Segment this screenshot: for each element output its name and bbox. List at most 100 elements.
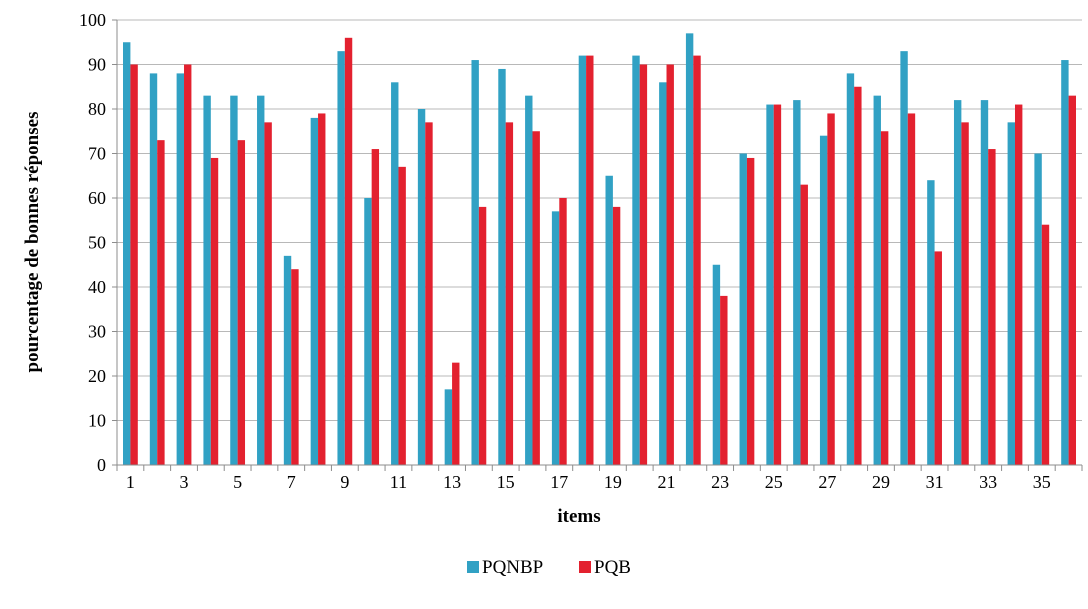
x-tick-label: 27: [818, 472, 836, 492]
x-tick-label: 15: [497, 472, 515, 492]
x-tick-label: 23: [711, 472, 729, 492]
bar-pqnbp-36: [1061, 60, 1069, 466]
bar-pqb-1: [130, 64, 138, 465]
y-tick-label: 60: [88, 188, 106, 208]
x-tick-label: 17: [550, 472, 568, 492]
legend-swatch-pqnbp: [467, 561, 479, 573]
legend: PQNBP PQB: [467, 557, 631, 578]
bar-pqnbp-15: [498, 68, 506, 465]
bar-pqb-16: [532, 131, 540, 465]
bar-pqnbp-1: [123, 42, 131, 465]
bar-pqnbp-22: [685, 33, 694, 465]
bar-pqb-32: [961, 122, 969, 465]
bar-pqnbp-19: [605, 175, 613, 465]
bar-pqb-11: [398, 166, 406, 465]
x-tick-label: 11: [390, 472, 407, 492]
bar-pqb-9: [344, 37, 353, 466]
x-tick-label: 21: [658, 472, 676, 492]
bar-pqnbp-25: [766, 104, 774, 466]
bar-pqnbp-12: [417, 109, 426, 465]
bar-pqnbp-13: [444, 389, 453, 465]
bar-pqb-35: [1041, 224, 1050, 465]
gridlines: [117, 19, 1082, 421]
bar-pqb-34: [1014, 104, 1023, 466]
bar-pqb-10: [371, 149, 380, 466]
x-tick-label: 25: [765, 472, 783, 492]
y-tick-label: 70: [88, 144, 106, 164]
y-tick-label: 30: [88, 322, 106, 342]
bar-pqnbp-7: [283, 255, 292, 465]
bar-pqb-20: [639, 64, 648, 465]
x-tick-label: 33: [979, 472, 997, 492]
axes: [112, 19, 1083, 471]
x-tick-label: 3: [180, 472, 189, 492]
bar-pqnbp-33: [980, 100, 989, 465]
bar-pqb-4: [210, 157, 219, 465]
bar-pqnbp-18: [578, 55, 587, 465]
x-tick-label: 31: [926, 472, 944, 492]
bar-pqb-7: [291, 269, 299, 465]
x-tick-label: 13: [443, 472, 461, 492]
y-tick-label: 10: [88, 411, 106, 431]
y-tick-label: 40: [88, 277, 106, 297]
bar-pqb-2: [157, 140, 165, 465]
bar-pqnbp-34: [1007, 122, 1015, 465]
bar-pqnbp-32: [953, 100, 962, 465]
y-tick-label: 100: [79, 10, 106, 30]
bar-pqnbp-3: [176, 73, 185, 466]
bar-pqb-28: [854, 86, 862, 465]
x-tick-labels: 1 3 5 7 9 11 13 15 17 19 21 23 25 27 29 31 33 35: [126, 472, 1051, 492]
bar-pqb-23: [720, 295, 728, 465]
y-tick-label: 20: [88, 366, 106, 386]
bar-pqnbp-30: [900, 51, 908, 466]
bar-pqnbp-4: [203, 95, 211, 466]
bar-pqnbp-14: [471, 60, 479, 466]
bar-pqnbp-11: [391, 82, 399, 466]
y-tick-label: 90: [88, 55, 106, 75]
bar-pqnbp-10: [364, 198, 372, 465]
y-tick-labels: 0 10 20 30 40 50 60 70 80 90 100: [79, 10, 106, 475]
bar-pqb-18: [586, 55, 594, 465]
series-pqnbp: [123, 33, 1069, 466]
y-axis-title: pourcentage de bonnes réponses: [22, 112, 43, 373]
bar-pqnbp-20: [632, 55, 640, 465]
bar-pqnbp-5: [230, 95, 238, 466]
bar-pqb-8: [318, 113, 326, 465]
bar-pqnbp-8: [310, 117, 319, 466]
bar-pqb-6: [264, 122, 272, 465]
legend-swatch-pqb: [579, 561, 591, 573]
bar-pqnbp-31: [927, 180, 935, 465]
series-pqb: [130, 37, 1076, 466]
bar-pqnbp-26: [793, 100, 801, 465]
bar-pqnbp-17: [551, 211, 560, 465]
bar-pqb-15: [505, 122, 514, 465]
bars: [123, 33, 1076, 466]
bar-pqb-31: [934, 251, 942, 465]
bar-pqnbp-23: [712, 264, 721, 465]
bar-pqb-25: [773, 104, 782, 466]
x-axis-title: items: [557, 506, 600, 527]
bar-pqb-24: [746, 157, 755, 465]
x-tick-label: 5: [233, 472, 242, 492]
bar-pqnbp-28: [846, 73, 855, 466]
bar-pqnbp-9: [337, 51, 345, 466]
bar-pqb-21: [666, 64, 674, 465]
x-tick-label: 1: [126, 472, 135, 492]
bar-pqb-30: [907, 113, 916, 465]
x-tick-label: 19: [604, 472, 622, 492]
bar-pqb-19: [612, 206, 621, 465]
bar-pqb-22: [693, 55, 701, 465]
y-tick-label: 80: [88, 99, 106, 119]
bar-pqnbp-6: [257, 95, 265, 466]
bar-pqb-26: [800, 184, 808, 465]
bar-pqnbp-35: [1034, 153, 1042, 465]
bar-pqb-17: [559, 198, 567, 465]
bar-pqb-36: [1068, 95, 1076, 466]
x-tick-label: 29: [872, 472, 890, 492]
bar-pqnbp-2: [149, 73, 158, 466]
bar-pqb-33: [988, 149, 996, 466]
bar-pqb-5: [237, 140, 246, 465]
x-tick-label: 35: [1033, 472, 1051, 492]
bar-pqb-27: [827, 113, 835, 465]
